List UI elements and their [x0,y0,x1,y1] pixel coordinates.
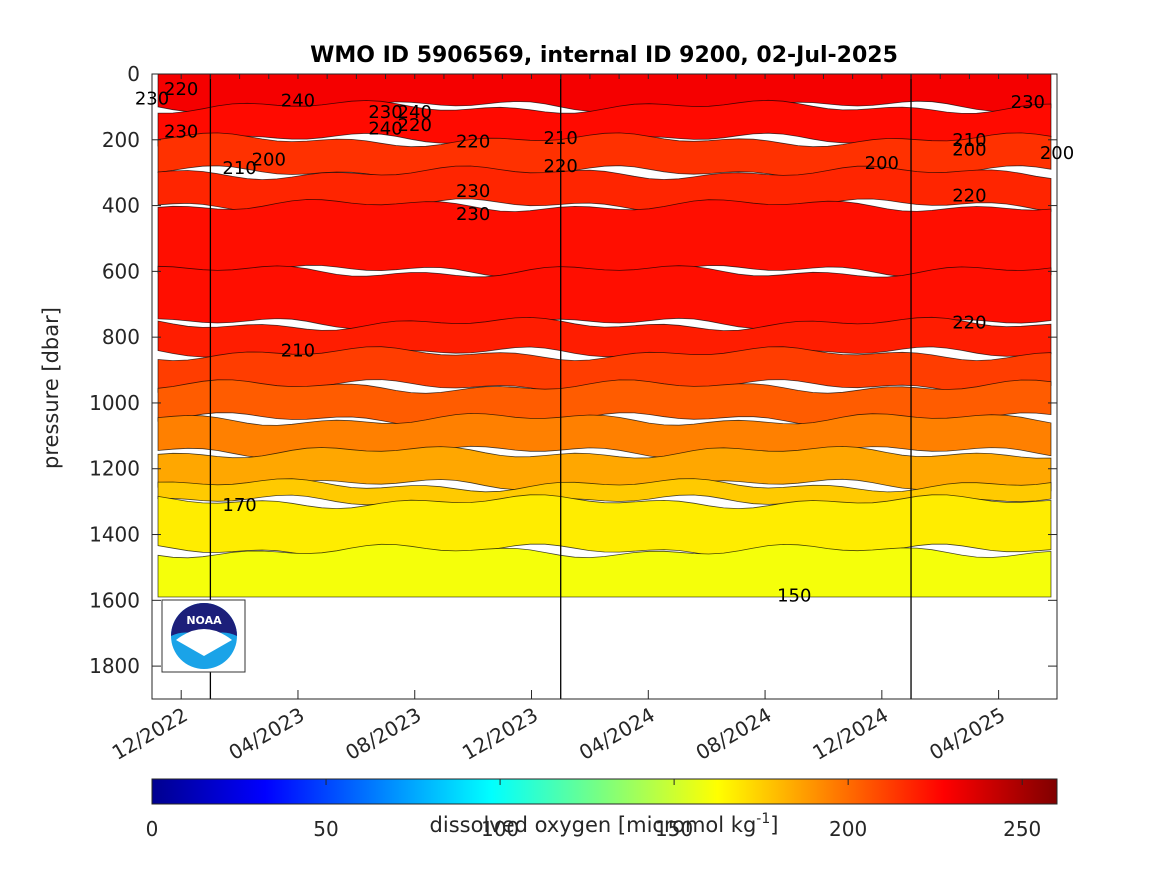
y-tick-label: 1200 [89,457,140,481]
y-tick-label: 600 [102,259,140,283]
x-tick-label: 08/2023 [341,703,425,765]
contour-label: 220 [952,186,986,207]
colorbar-tick-label: 250 [1003,817,1041,841]
contour-label: 240 [368,118,402,139]
contour-label: 220 [164,79,198,100]
logo-upper [171,603,237,638]
colorbar-tick-label: 150 [655,817,693,841]
chart-title: WMO ID 5906569, internal ID 9200, 02-Jul… [310,43,898,68]
y-tick-label: 1800 [89,654,140,678]
x-tick-label: 08/2024 [692,703,776,765]
colorbar-ticks: 0 50 100 150 200 250 [146,779,1041,841]
contour-label: 240 [281,90,315,111]
contour-label: 230 [1011,92,1045,113]
contour-label: 210 [222,158,256,179]
contour-label: 230 [456,204,490,225]
plot-frame [151,73,1058,700]
y-axis-label: pressure [dbar] [39,307,63,469]
contour-label: 220 [398,115,432,136]
contour-label: 230 [135,89,169,110]
contour-label: 210 [281,340,315,361]
contour-label: 220 [952,312,986,333]
oxygen-layer [157,199,1052,278]
y-tick-label: 1000 [89,391,140,415]
y-tick-label: 0 [127,62,140,86]
noaa-logo: NOAA [161,599,246,673]
colorbar-label: dissolved oxygen [micromol kg-1] [430,811,779,837]
oxygen-layer [157,543,1052,598]
contour-label: 200 [1040,143,1074,164]
colorbar [151,778,1058,805]
logo-text: NOAA [186,614,222,627]
contour-label: 230 [164,122,198,143]
colorbar-tick-label: 0 [146,817,159,841]
x-tick-label: 12/2024 [808,703,892,765]
contour-label: 200 [952,140,986,161]
year-boundaries [209,74,912,699]
contour-label: 200 [865,153,899,174]
y-tick-label: 1600 [89,588,140,612]
colorbar-tick-label: 50 [313,817,338,841]
y-tick-label: 1400 [89,523,140,547]
oxygen-section [157,74,1052,598]
x-tick-label: 04/2025 [925,703,1009,765]
contour-label: 220 [456,131,490,152]
contour-label: 210 [544,128,578,149]
contour-labels: 2302202302002102402302402402202202302302… [135,79,1074,607]
y-tick-label: 200 [102,128,140,152]
y-tick-label: 800 [102,325,140,349]
contour-label: 230 [368,102,402,123]
x-tick-label: 12/2022 [108,703,192,765]
contour-label: 210 [952,130,986,151]
colorbar-tick-label: 200 [829,817,867,841]
y-tick-label: 400 [102,194,140,218]
contour-label: 170 [222,495,256,516]
x-tick-label: 12/2023 [458,703,542,765]
logo-wave [176,629,232,656]
contour-label: 200 [252,150,286,171]
x-tick-label: 04/2024 [575,703,659,765]
colorbar-tick-label: 100 [481,817,519,841]
contour-label: 240 [398,102,432,123]
contour-label: 220 [544,156,578,177]
contour-label: 230 [456,181,490,202]
contour-label: 150 [777,585,811,606]
x-tick-label: 04/2023 [225,703,309,765]
y-axis: 0 200 400 600 800 1000 1200 1400 1600 1800 [89,62,1057,678]
